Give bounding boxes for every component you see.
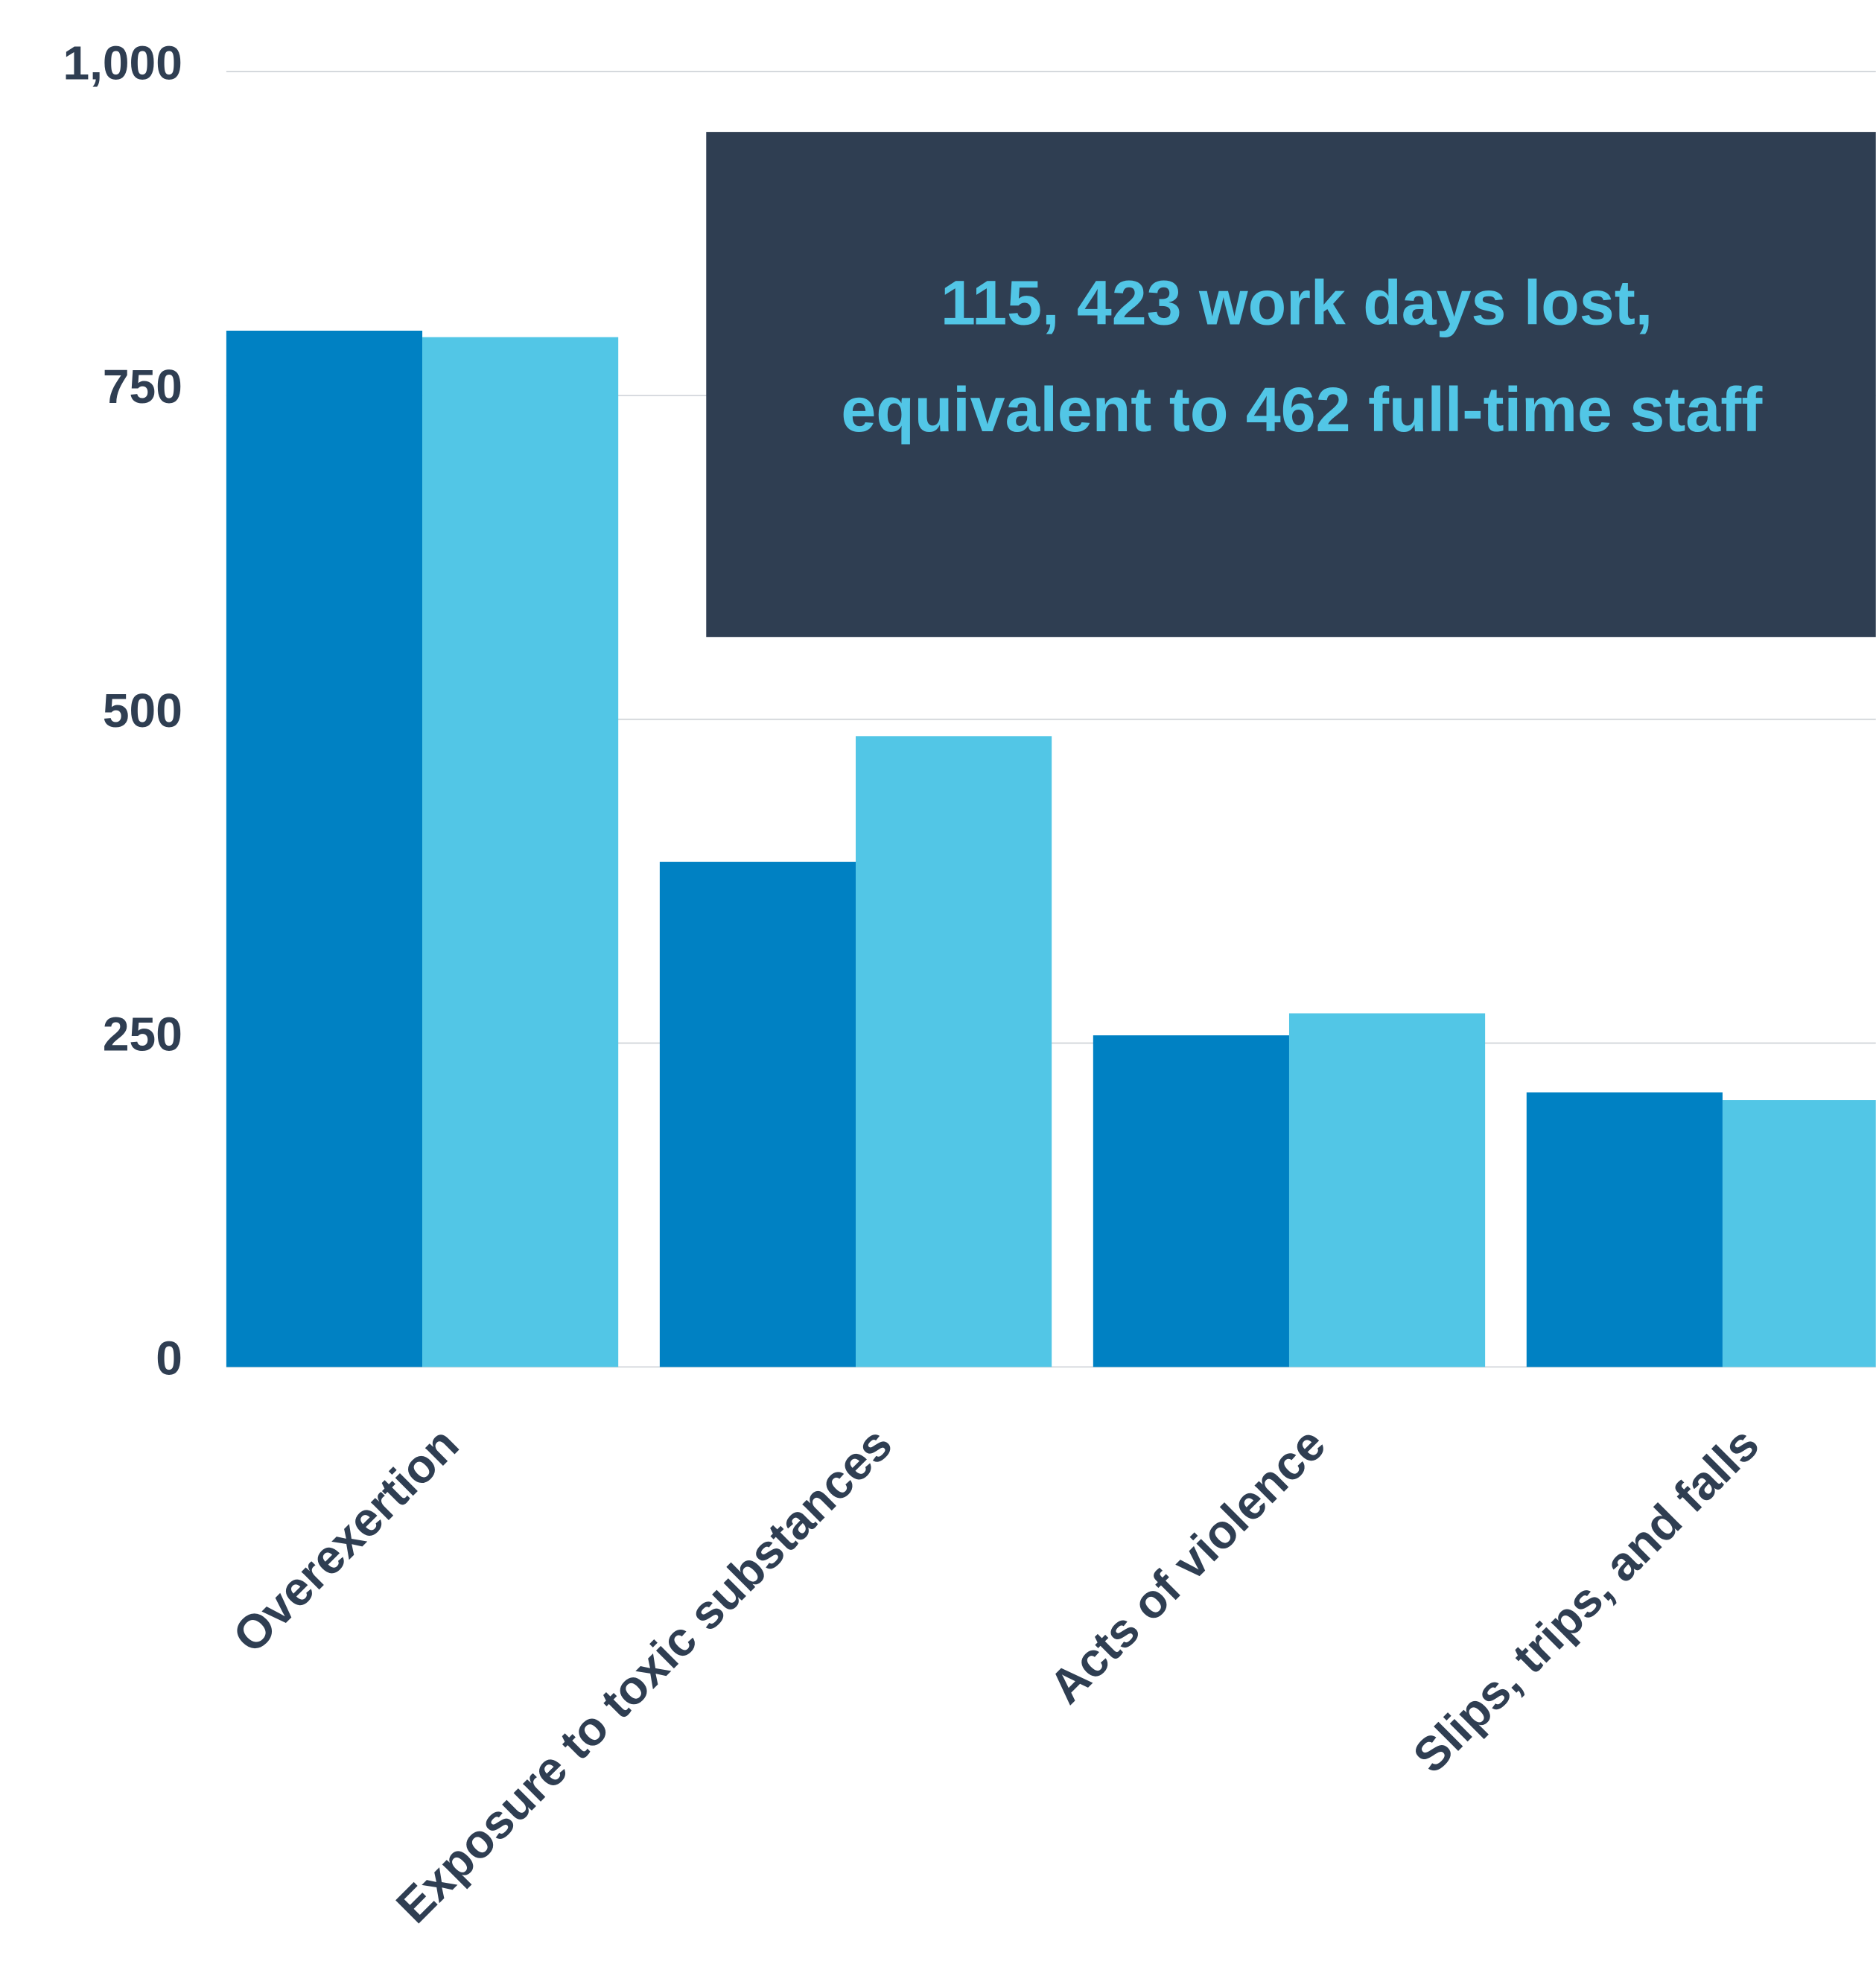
bar bbox=[659, 862, 856, 1367]
x-tick-label: Slips, trips, and falls bbox=[1403, 1417, 1770, 1783]
bar bbox=[1722, 1100, 1876, 1367]
y-tick-label: 500 bbox=[103, 684, 182, 737]
bar bbox=[856, 736, 1052, 1367]
bar bbox=[1526, 1092, 1723, 1367]
y-tick-label: 250 bbox=[103, 1008, 182, 1061]
y-tick-label: 1,000 bbox=[63, 36, 182, 89]
annotation-box bbox=[706, 132, 1876, 638]
y-tick-label: 0 bbox=[156, 1331, 182, 1385]
bar bbox=[422, 337, 619, 1367]
annotation-line: equivalent to 462 full-time staff bbox=[841, 375, 1763, 445]
bar bbox=[226, 330, 423, 1367]
x-tick-label: Exposure to toxic substances bbox=[386, 1417, 902, 1933]
annotation-line: 115, 423 work days lost, bbox=[941, 268, 1653, 338]
x-tick-label: Overexertion bbox=[223, 1417, 469, 1663]
bar bbox=[1093, 1035, 1289, 1367]
bar bbox=[1288, 1013, 1486, 1367]
y-tick-label: 750 bbox=[103, 360, 182, 413]
x-tick-label: Acts of violence bbox=[1039, 1417, 1335, 1713]
